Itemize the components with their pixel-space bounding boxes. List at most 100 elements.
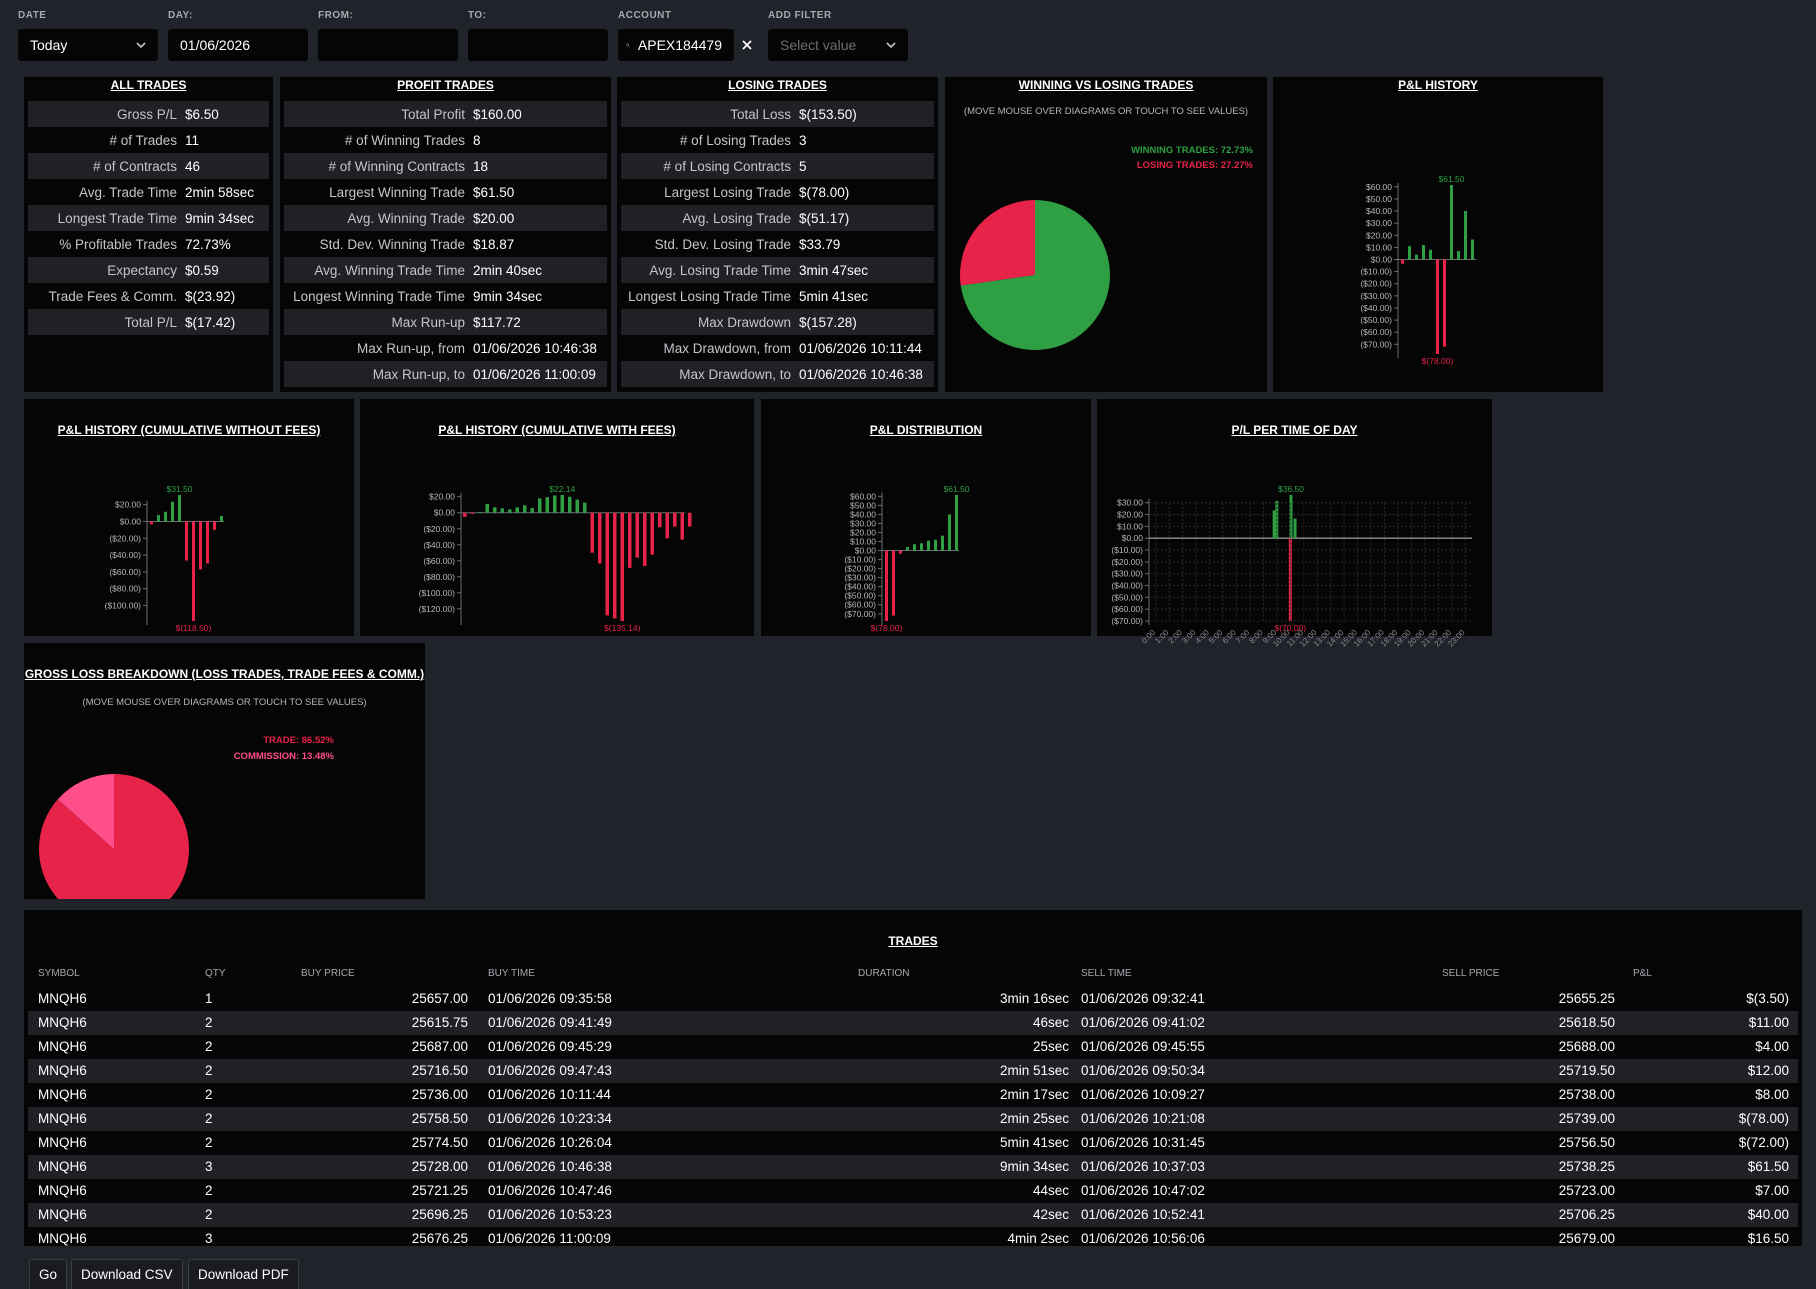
chart-bar[interactable]	[620, 512, 625, 621]
pie-slice-losing-trades[interactable]	[960, 200, 1035, 286]
chart-bar[interactable]	[485, 504, 490, 513]
table-row[interactable]: MNQH6 1 25657.00 01/06/2026 09:35:58 3min 16…	[28, 987, 1798, 1011]
chart-bar[interactable]	[590, 512, 595, 553]
column-header[interactable]: SYMBOL	[38, 968, 80, 979]
chart-bar[interactable]	[185, 521, 188, 561]
table-row[interactable]: MNQH6 3 25728.00 01/06/2026 10:46:38 9min 34…	[28, 1155, 1798, 1179]
chart-bar[interactable]	[583, 502, 587, 513]
chart-bar[interactable]	[635, 512, 640, 558]
cum-fees-chart[interactable]: $20.00 $0.00 ($20.00) ($40.00) ($60.00) ($80.…	[360, 439, 754, 639]
chart-bar[interactable]	[478, 512, 482, 514]
chart-bar[interactable]	[899, 550, 902, 554]
pie-slice-commission[interactable]	[57, 774, 114, 849]
chart-bar[interactable]	[538, 498, 542, 513]
chart-bar[interactable]	[650, 512, 655, 555]
chart-bar[interactable]	[1471, 239, 1474, 260]
chart-bar[interactable]	[1457, 251, 1460, 260]
chart-bar[interactable]	[1464, 211, 1467, 260]
table-row[interactable]: MNQH6 2 25721.25 01/06/2026 10:47:46 44sec 01…	[28, 1179, 1798, 1203]
win-loss-pie[interactable]	[945, 137, 1267, 367]
chart-bar[interactable]	[643, 512, 647, 566]
table-row[interactable]: MNQH6 2 25736.00 01/06/2026 10:11:44 2min 17…	[28, 1083, 1798, 1107]
chart-bar[interactable]	[508, 509, 512, 513]
chart-bar[interactable]	[1422, 244, 1425, 260]
chart-bar[interactable]	[1293, 518, 1297, 539]
to-input[interactable]	[468, 29, 608, 61]
chart-bar[interactable]	[545, 497, 550, 513]
column-header[interactable]: SELL TIME	[1081, 968, 1132, 979]
chart-bar[interactable]	[530, 508, 535, 513]
column-header[interactable]: BUY TIME	[488, 968, 535, 979]
from-input[interactable]	[318, 29, 458, 61]
day-input[interactable]: 01/06/2026	[168, 29, 308, 61]
date-select[interactable]: Today	[18, 29, 158, 61]
chart-bar[interactable]	[560, 495, 565, 513]
chart-bar[interactable]	[178, 495, 181, 522]
chart-bar[interactable]	[1436, 259, 1439, 354]
chart-bar[interactable]	[493, 507, 497, 513]
chart-bar[interactable]	[1289, 495, 1293, 539]
table-row[interactable]: MNQH6 2 25687.00 01/06/2026 09:45:29 25sec 01…	[28, 1035, 1798, 1059]
column-header[interactable]: P&L	[1633, 968, 1652, 979]
cum-no-fees-chart[interactable]: $20.00 $0.00 ($20.00) ($40.00) ($60.00) ($80.…	[24, 439, 354, 639]
chart-bar[interactable]	[680, 512, 685, 540]
chart-bar[interactable]	[515, 507, 520, 513]
column-header[interactable]: QTY	[205, 968, 226, 979]
chart-bar[interactable]	[523, 505, 527, 513]
chart-bar[interactable]	[941, 535, 944, 551]
column-header[interactable]: DURATION	[858, 968, 910, 979]
chart-bar[interactable]	[500, 508, 505, 513]
chart-bar[interactable]	[927, 540, 930, 551]
time-of-day-chart[interactable]: $30.00 $20.00$10.00 $0.00 ($10.00) ($20.00) (…	[1097, 439, 1492, 699]
chart-bar[interactable]	[164, 511, 167, 522]
chart-bar[interactable]	[628, 512, 632, 568]
chart-bar[interactable]	[658, 512, 662, 528]
chart-bar[interactable]	[206, 521, 209, 564]
chart-bar[interactable]	[470, 512, 475, 514]
chart-bar[interactable]	[665, 512, 670, 539]
chart-bar[interactable]	[568, 496, 572, 513]
go-button[interactable]: Go	[29, 1259, 68, 1289]
table-row[interactable]: MNQH6 2 25615.75 01/06/2026 09:41:49 46sec 01…	[28, 1011, 1798, 1035]
chart-bar[interactable]	[605, 512, 610, 616]
download-csv-button[interactable]: Download CSV	[71, 1259, 183, 1289]
chart-bar[interactable]	[553, 495, 557, 513]
chart-bar[interactable]	[1272, 510, 1276, 539]
pie-slice-winning-trades[interactable]	[960, 200, 1110, 350]
table-row[interactable]: MNQH6 2 25696.25 01/06/2026 10:53:23 42sec 01…	[28, 1203, 1798, 1227]
chart-bar[interactable]	[892, 550, 895, 616]
chart-bar[interactable]	[575, 499, 580, 513]
table-row[interactable]: MNQH6 2 25758.50 01/06/2026 10:23:34 2min 25…	[28, 1107, 1798, 1131]
chart-bar[interactable]	[213, 521, 216, 530]
chart-bar[interactable]	[1415, 254, 1418, 260]
chart-bar[interactable]	[920, 543, 923, 551]
chart-bar[interactable]	[1443, 259, 1446, 347]
chart-bar[interactable]	[150, 521, 153, 525]
chart-bar[interactable]	[1408, 246, 1411, 260]
chart-bar[interactable]	[157, 515, 160, 522]
chart-bar[interactable]	[463, 512, 467, 517]
table-row[interactable]: MNQH6 2 25774.50 01/06/2026 10:26:04 5min 41…	[28, 1131, 1798, 1155]
chart-bar[interactable]	[1429, 249, 1432, 260]
pie-slice-trade[interactable]	[39, 774, 189, 899]
distribution-chart[interactable]: $60.00$50.00$40.00$30.00$20.00$10.00$0.0…	[761, 439, 1091, 639]
pl-history-chart[interactable]: $60.00 $50.00 $40.00 $30.00 $20.00 $10.00 $0.0…	[1273, 97, 1603, 387]
chart-bar[interactable]	[171, 501, 174, 522]
add-filter-select[interactable]: Select value	[768, 29, 908, 61]
chart-bar[interactable]	[913, 544, 916, 551]
column-header[interactable]: SELL PRICE	[1442, 968, 1500, 979]
download-pdf-button[interactable]: Download PDF	[188, 1259, 299, 1289]
gross-loss-pie[interactable]	[24, 699, 425, 899]
chart-bar[interactable]	[885, 550, 888, 621]
chart-bar[interactable]	[220, 516, 223, 522]
chart-bar[interactable]	[199, 521, 202, 570]
account-input[interactable]: APEX184479	[618, 29, 734, 61]
chart-bar[interactable]	[192, 521, 195, 621]
chart-bar[interactable]	[673, 512, 677, 527]
chart-bar[interactable]	[688, 512, 692, 527]
chart-bar[interactable]	[613, 512, 617, 619]
chart-bar[interactable]	[1401, 259, 1404, 264]
chart-bar[interactable]	[598, 512, 602, 564]
column-header[interactable]: BUY PRICE	[301, 968, 355, 979]
table-row[interactable]: MNQH6 3 25676.25 01/06/2026 11:00:09 4min 2s…	[28, 1227, 1798, 1246]
